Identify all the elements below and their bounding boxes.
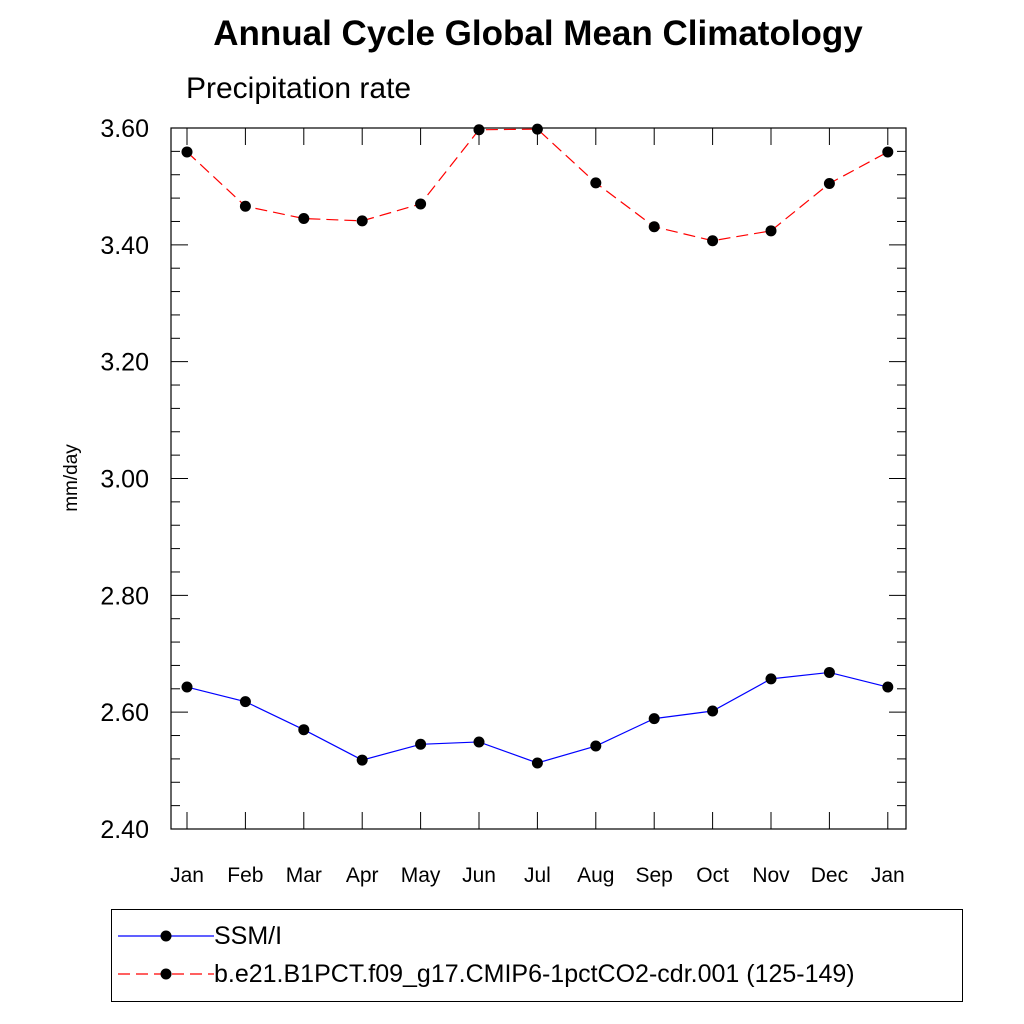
data-point (181, 681, 193, 693)
legend-swatch (118, 968, 214, 980)
x-tick-label: Sep (636, 864, 673, 887)
data-point (707, 705, 719, 717)
data-point (181, 146, 193, 158)
x-tick-label: Aug (577, 864, 614, 887)
y-tick-label: 2.80 (100, 582, 149, 610)
data-point (823, 177, 835, 189)
x-tick-label: Jan (871, 864, 905, 887)
legend-item-ssmi: SSM/I (112, 918, 282, 954)
x-tick-label: Nov (752, 864, 790, 887)
y-tick-label: 2.60 (100, 699, 149, 727)
x-tick-label: May (401, 864, 441, 887)
chart-subtitle: Precipitation rate (186, 72, 412, 105)
x-tick-label: Apr (346, 864, 379, 887)
y-tick-label: 3.40 (100, 232, 149, 260)
data-point (473, 736, 485, 748)
data-point (765, 225, 777, 237)
data-point (415, 198, 427, 210)
legend: SSM/I b.e21.B1PCT.f09_g17.CMIP6-1pctCO2-… (111, 909, 963, 1002)
data-point (590, 177, 602, 189)
x-tick-label: Oct (696, 864, 729, 887)
data-point (415, 738, 427, 750)
chart-title: Annual Cycle Global Mean Climatology (213, 14, 863, 53)
data-point (356, 215, 368, 227)
data-point (298, 213, 310, 225)
y-tick-label: 2.40 (100, 816, 149, 844)
legend-swatch (118, 930, 214, 942)
legend-symbol-ssmi (112, 918, 214, 954)
data-point (239, 696, 251, 708)
y-tick-label: 3.20 (100, 349, 149, 377)
y-tick-label: 3.60 (100, 115, 149, 143)
data-point (765, 673, 777, 685)
x-tick-label: Jul (524, 864, 551, 887)
x-tick-label: Mar (286, 864, 322, 887)
data-point (648, 713, 660, 725)
x-tick-labels: Jan Feb Mar Apr May Jun Jul Aug Sep Oct Nov Dec Jan (170, 864, 905, 887)
plot-frame (170, 127, 907, 830)
x-tick-label: Jun (462, 864, 496, 887)
data-point (356, 754, 368, 766)
data-point (823, 666, 835, 678)
data-point (882, 146, 894, 158)
legend-symbol-model (112, 956, 214, 992)
x-tick-label: Jan (170, 864, 204, 887)
legend-marker (160, 930, 172, 942)
data-point (239, 200, 251, 212)
data-point (882, 681, 894, 693)
series-0 (181, 666, 894, 769)
data-point (298, 724, 310, 736)
legend-label-model: b.e21.B1PCT.f09_g17.CMIP6-1pctCO2-cdr.00… (214, 959, 855, 988)
data-point (707, 235, 719, 247)
data-point (531, 757, 543, 769)
data-point (590, 740, 602, 752)
series-1 (181, 123, 894, 247)
y-tick-labels: 2.40 2.60 2.80 3.00 3.20 3.40 3.60 (100, 115, 149, 844)
series-line (186, 671, 888, 764)
series-line (186, 128, 889, 242)
data-series (181, 123, 894, 769)
x-tick-label: Feb (227, 864, 263, 887)
axis-ticks (171, 127, 906, 830)
legend-label-ssmi: SSM/I (214, 921, 283, 950)
data-point (648, 221, 660, 233)
x-tick-label: Dec (811, 864, 848, 887)
legend-item-model: b.e21.B1PCT.f09_g17.CMIP6-1pctCO2-cdr.00… (112, 956, 855, 992)
data-point (473, 124, 485, 136)
y-tick-label: 3.00 (100, 466, 149, 494)
legend-marker (160, 968, 172, 980)
data-point (531, 123, 543, 135)
